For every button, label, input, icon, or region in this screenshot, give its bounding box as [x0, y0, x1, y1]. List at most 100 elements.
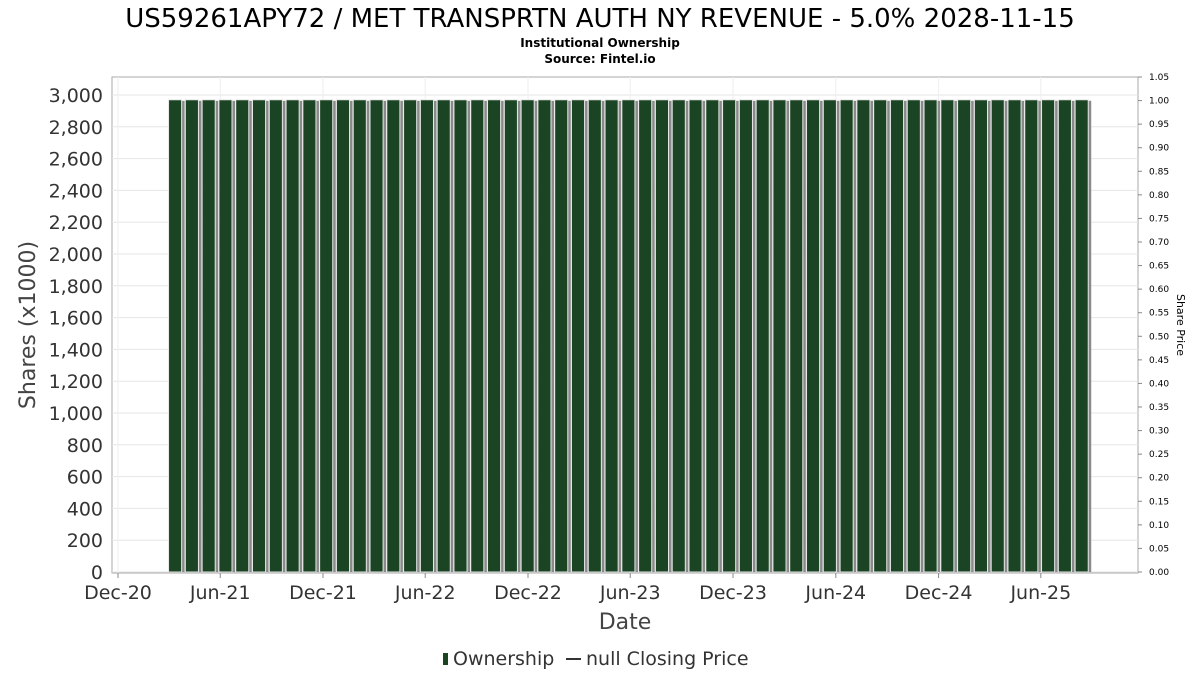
y-tick-label: 1,600 [49, 308, 103, 330]
y-axis-ticks: 0 200 400 600 800 1,000 1,200 1,400 1,600 1,800 2,… [49, 85, 103, 584]
ownership-bar [487, 99, 502, 573]
ownership-bar [705, 99, 720, 573]
ownership-bar [940, 99, 955, 573]
ownership-bar [436, 99, 451, 573]
ownership-bar [873, 99, 888, 573]
chart-subtitle-source: Source: Fintel.io [544, 52, 655, 66]
ownership-bar [738, 99, 753, 573]
y2-tick-label: 0.90 [1149, 144, 1169, 154]
ownership-bar [386, 99, 401, 573]
ownership-bar [957, 99, 972, 573]
ownership-bar [856, 99, 871, 573]
ownership-bar [335, 99, 351, 573]
ownership-bar [419, 99, 434, 573]
ownership-bar [806, 99, 821, 573]
legend-price-label: null Closing Price [586, 648, 749, 670]
y-tick-label: 2,400 [49, 180, 103, 202]
ownership-bar [587, 99, 602, 573]
y2-tick-label: 0.05 [1149, 544, 1169, 554]
ownership-bar [1074, 99, 1089, 573]
ownership-bar [570, 99, 586, 573]
ownership-bar [168, 99, 183, 573]
y2-tick-label: 0.15 [1149, 497, 1169, 507]
y2-tick-label: 0.25 [1149, 450, 1169, 460]
x-tick-label: Jun-22 [394, 582, 456, 604]
ownership-bar [772, 99, 787, 573]
y-tick-label: 2,000 [49, 244, 103, 266]
y-tick-label: 2,800 [49, 117, 103, 139]
y2-tick-label: 1.00 [1149, 97, 1169, 107]
y2-axis-label: Share Price [1174, 294, 1187, 356]
x-axis-label: Date [599, 610, 652, 635]
ownership-bar [520, 99, 535, 573]
ownership-bar [973, 99, 988, 573]
ownership-bar [671, 99, 686, 573]
y-tick-label: 1,800 [49, 276, 103, 298]
y-tick-label: 800 [67, 435, 103, 457]
y2-tick-label: 0.45 [1149, 356, 1169, 366]
ownership-bar [1041, 99, 1056, 573]
ownership-bar [755, 99, 770, 573]
ownership-bar [604, 99, 619, 573]
ownership-bar [184, 99, 199, 573]
y-tick-label: 2,600 [49, 149, 103, 171]
ownership-bar [285, 99, 300, 573]
chart-title: US59261APY72 / MET TRANSPRTN AUTH NY REV… [125, 4, 1075, 34]
ownership-bar [537, 99, 552, 573]
y2-tick-label: 0.50 [1149, 332, 1169, 342]
ownership-bar [554, 99, 569, 573]
y-tick-label: 0 [91, 562, 103, 584]
y2-tick-label: 1.05 [1149, 73, 1169, 83]
y-axis-label: Shares (x1000) [16, 241, 41, 409]
y2-tick-label: 0.60 [1149, 285, 1169, 295]
chart-subtitle-ownership: Institutional Ownership [520, 36, 680, 50]
x-tick-label: Jun-23 [599, 582, 661, 604]
ownership-bar [1007, 99, 1022, 573]
x-tick-label: Dec-21 [289, 582, 357, 604]
ownership-bar [638, 99, 653, 573]
y2-tick-label: 0.20 [1149, 474, 1169, 484]
legend-ownership-label: Ownership [453, 648, 554, 670]
y-tick-label: 1,000 [49, 403, 103, 425]
legend: Ownership null Closing Price [443, 648, 749, 670]
y-tick-label: 200 [67, 530, 103, 552]
ownership-bar [990, 99, 1005, 573]
x-tick-label: Dec-23 [699, 582, 767, 604]
ownership-bar [621, 99, 636, 573]
x-tick-label: Dec-24 [905, 582, 973, 604]
ownership-bar [218, 99, 233, 573]
ownership-bar [688, 99, 703, 573]
ownership-bar [839, 99, 854, 573]
x-tick-label: Jun-24 [804, 582, 866, 604]
x-axis-ticks: Dec-20 Jun-21 Dec-21 Jun-22 Dec-22 Jun-23 Dec-… [84, 573, 1071, 604]
ownership-bar [1024, 99, 1039, 573]
ownership-bar [201, 99, 216, 573]
ownership-bar [1057, 99, 1072, 573]
y-tick-label: 1,200 [49, 371, 103, 393]
ownership-bar [789, 99, 804, 573]
ownership-bar [889, 99, 905, 573]
y2-tick-label: 0.40 [1149, 379, 1169, 389]
ownership-bar [302, 99, 317, 573]
y2-tick-label: 0.10 [1149, 521, 1169, 531]
x-tick-label: Dec-20 [84, 582, 152, 604]
ownership-bar [923, 99, 938, 573]
y2-tick-label: 0.75 [1149, 214, 1169, 224]
ownership-bar [470, 99, 485, 573]
ownership-bar [906, 99, 921, 573]
ownership-bar [319, 99, 334, 573]
y2-axis-ticks: 0.00 0.05 0.10 0.15 0.20 0.25 0.30 0.35 0.40 0.45… [1138, 73, 1169, 578]
y2-tick-label: 0.55 [1149, 309, 1169, 319]
y-tick-label: 3,000 [49, 85, 103, 107]
ownership-bar [251, 99, 267, 573]
y2-tick-label: 0.00 [1149, 568, 1169, 578]
y2-tick-label: 0.35 [1149, 403, 1169, 413]
ownership-bar [722, 99, 737, 573]
y-tick-label: 2,200 [49, 212, 103, 234]
ownership-bar [503, 99, 518, 573]
x-tick-label: Dec-22 [494, 582, 562, 604]
ownership-bar [453, 99, 468, 573]
ownership-bar [822, 99, 837, 573]
ownership-bar [654, 99, 670, 573]
